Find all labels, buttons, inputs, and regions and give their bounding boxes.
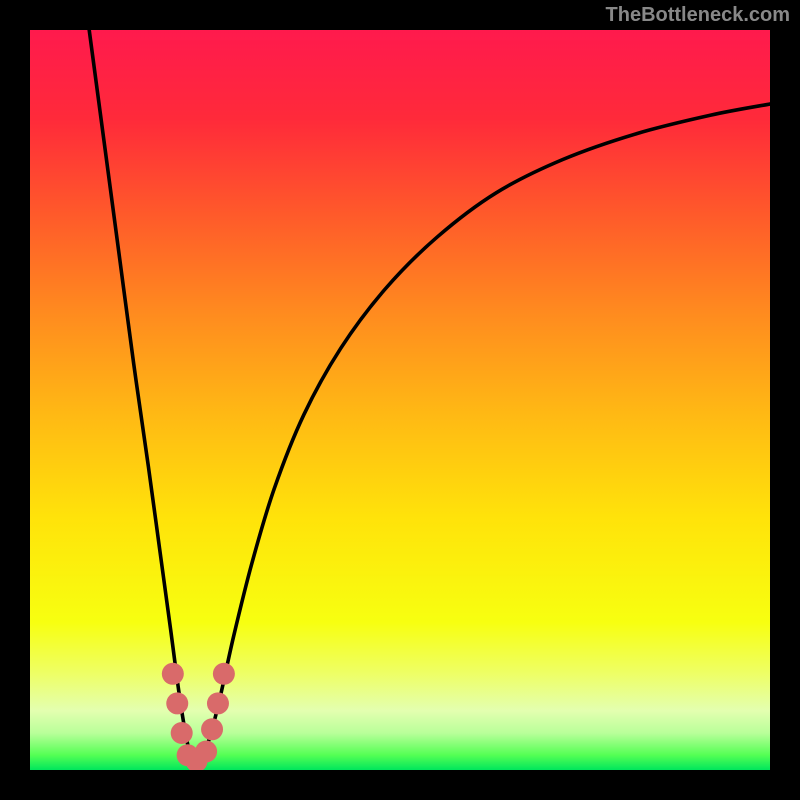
- near-minimum-marker: [213, 663, 235, 685]
- chart-stage: TheBottleneck.com: [0, 0, 800, 800]
- gradient-background: [30, 30, 770, 770]
- near-minimum-marker: [201, 718, 223, 740]
- near-minimum-marker: [162, 663, 184, 685]
- near-minimum-marker: [207, 692, 229, 714]
- bottleneck-chart: [0, 0, 800, 800]
- near-minimum-marker: [195, 741, 217, 763]
- near-minimum-marker: [171, 722, 193, 744]
- near-minimum-marker: [166, 692, 188, 714]
